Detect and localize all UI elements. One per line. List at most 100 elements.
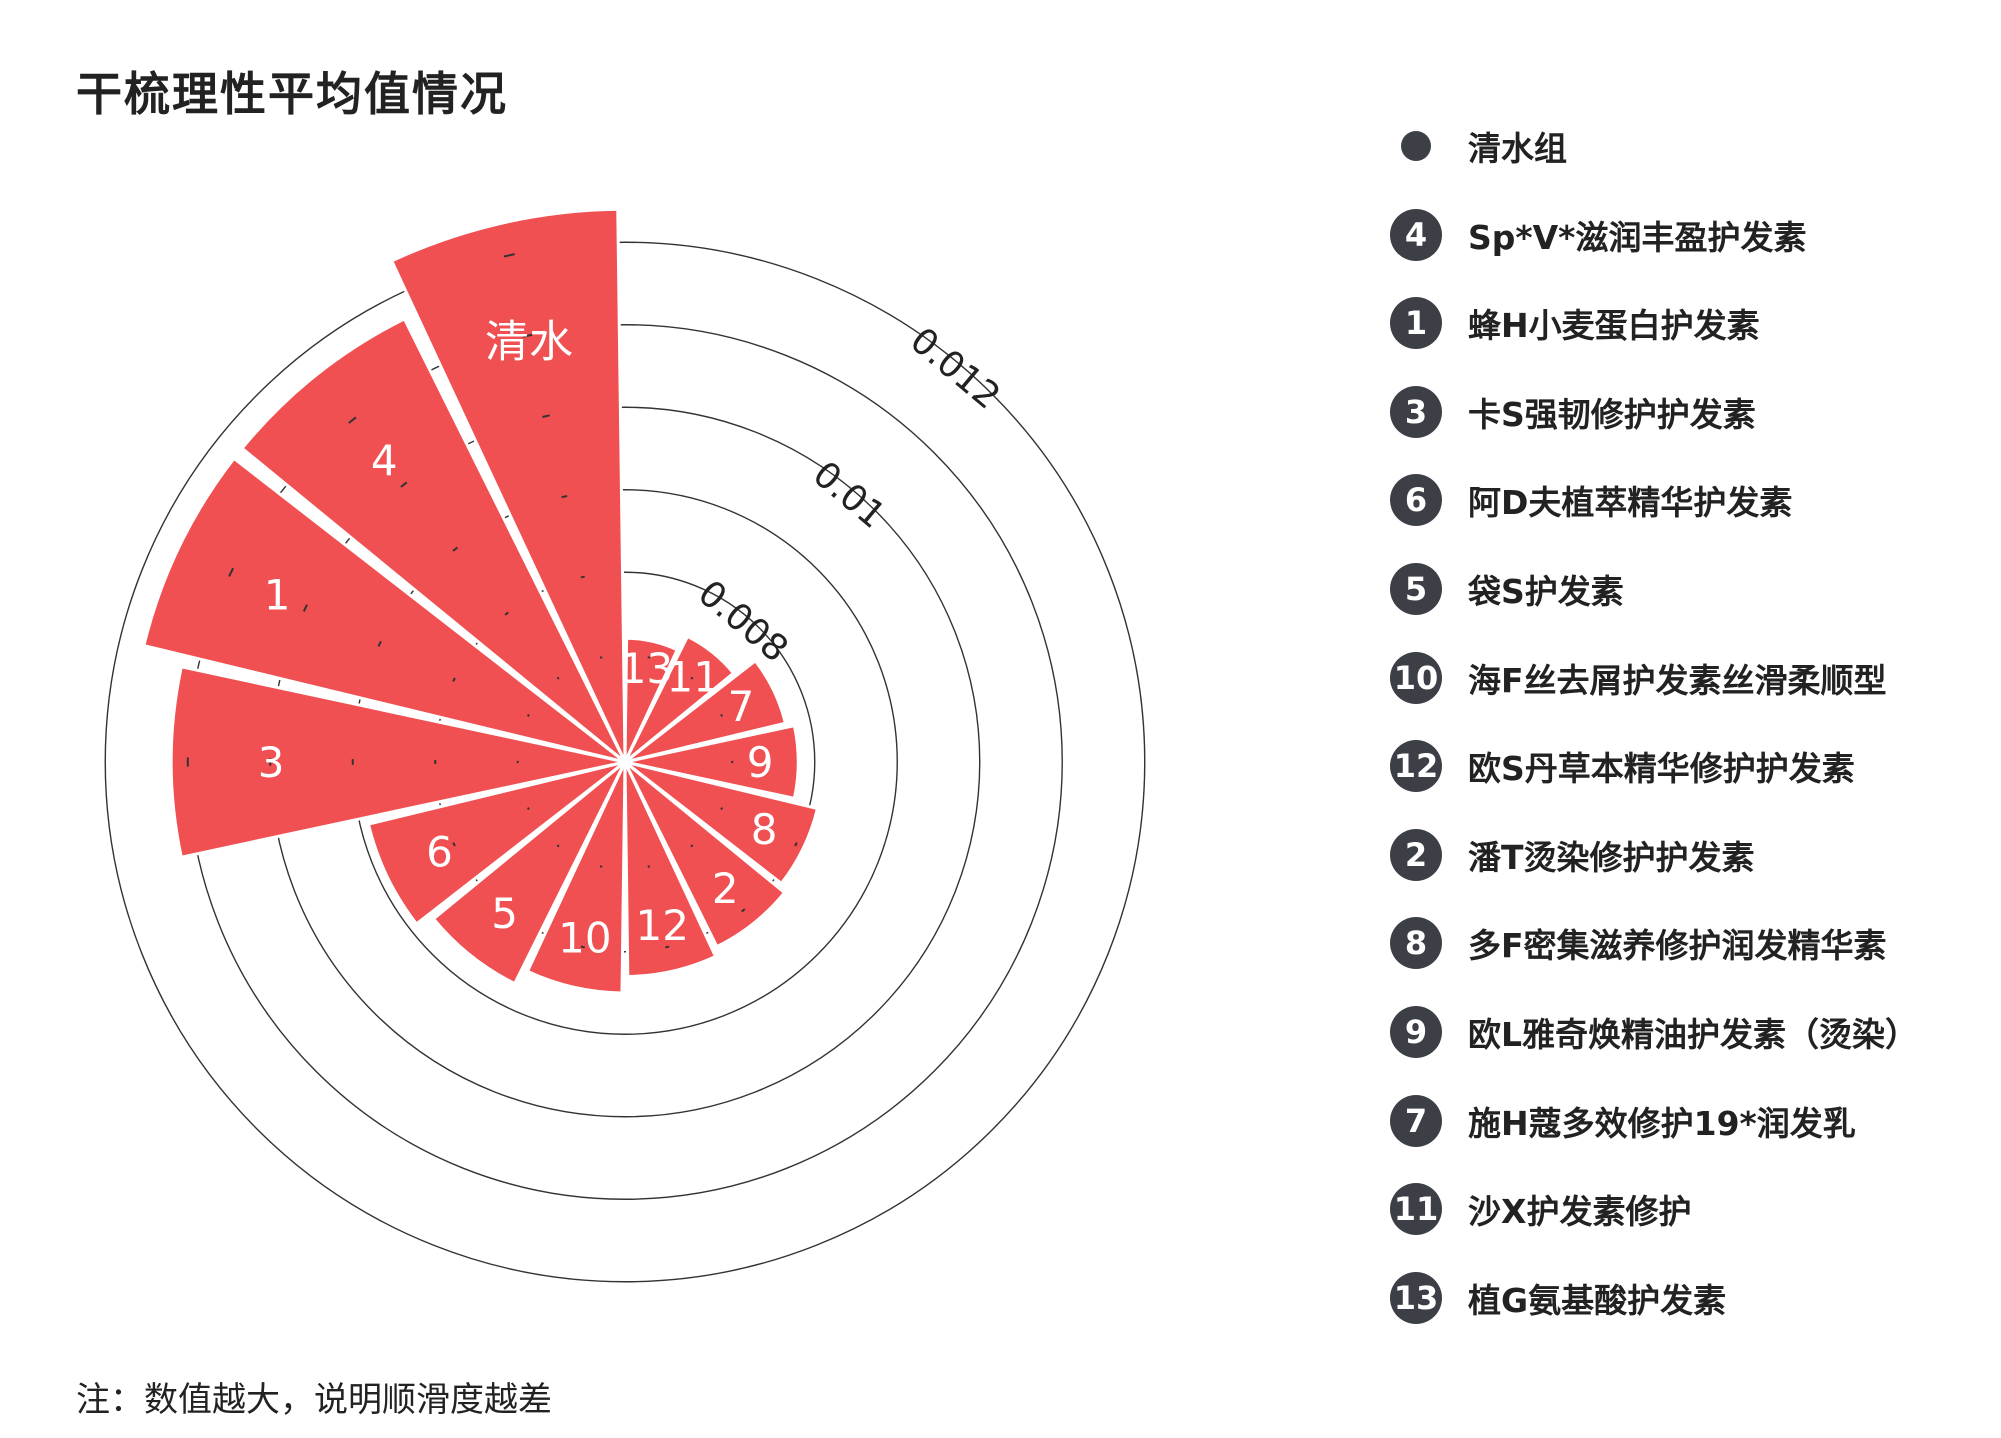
legend-label: 施H蔻多效修护19*润发乳 bbox=[1468, 1103, 1856, 1143]
grid-ring-5 bbox=[104, 241, 1146, 1283]
bar-tick bbox=[348, 416, 357, 424]
legend-marker: 10 bbox=[1390, 651, 1442, 704]
legend-item: 12 欧S丹草本精华修护护发素 bbox=[1390, 736, 1855, 796]
bar-label: 清水 bbox=[485, 317, 573, 368]
bar-tick bbox=[526, 807, 530, 810]
legend-marker: 2 bbox=[1390, 828, 1442, 881]
legend-item: 8 多F密集滋养修护润发精华素 bbox=[1390, 913, 1887, 973]
legend-label: 潘T烫染修护护发素 bbox=[1468, 837, 1755, 877]
legend-marker: 6 bbox=[1390, 474, 1442, 527]
bar-label: 6 bbox=[426, 827, 453, 876]
legend-label: 欧S丹草本精华修护护发素 bbox=[1468, 749, 1855, 789]
bar-tick bbox=[561, 494, 568, 499]
bar-tick bbox=[400, 481, 408, 488]
bar-label: 5 bbox=[491, 889, 518, 938]
legend-item: 10 海F丝去屑护发素丝滑柔顺型 bbox=[1390, 648, 1887, 708]
legend-label: Sp*V*滋润丰盈护发素 bbox=[1468, 217, 1807, 257]
bar-label: 3 bbox=[258, 738, 285, 787]
legend-marker: 7 bbox=[1390, 1094, 1442, 1147]
bar-tick bbox=[228, 567, 234, 577]
legend-item: 11 沙X护发素修护 bbox=[1390, 1179, 1691, 1239]
bar-8 bbox=[624, 760, 820, 886]
legend-marker: 3 bbox=[1390, 385, 1442, 438]
legend-item: 清水组 bbox=[1390, 116, 1567, 176]
footnote: 注：数值越大，说明顺滑度越差 bbox=[76, 1380, 552, 1420]
bar-2 bbox=[623, 760, 787, 949]
bar-13 bbox=[623, 636, 680, 763]
bar-label: 13 bbox=[620, 644, 673, 693]
radial-tick-label: 0.01 bbox=[805, 454, 893, 537]
legend-item: 5 袋S护发素 bbox=[1390, 559, 1624, 619]
bar-6 bbox=[366, 760, 626, 926]
radial-tick-label: 0.012 bbox=[902, 320, 1007, 418]
bar-tick bbox=[741, 908, 746, 913]
legend-marker: 13 bbox=[1390, 1271, 1442, 1324]
bar-7 bbox=[624, 658, 788, 764]
bar-10 bbox=[525, 761, 627, 995]
bar-11 bbox=[623, 634, 736, 764]
bar-tick bbox=[580, 945, 585, 949]
bar-tick bbox=[794, 842, 798, 847]
legend-marker bbox=[1401, 131, 1431, 161]
bar-label: 10 bbox=[558, 914, 611, 963]
bar-tick bbox=[452, 842, 456, 847]
bar-label: 9 bbox=[747, 738, 774, 787]
bar-tick bbox=[720, 714, 724, 717]
bar-tick bbox=[377, 640, 382, 647]
bar-tick bbox=[690, 676, 694, 680]
bar-tick bbox=[542, 414, 550, 418]
legend-item: 4 Sp*V*滋润丰盈护发素 bbox=[1390, 205, 1806, 265]
bar-label: 2 bbox=[712, 864, 739, 913]
legend-marker: 5 bbox=[1390, 563, 1442, 615]
legend-item: 9 欧L雅奇焕精油护发素（烫染） bbox=[1390, 1002, 1918, 1062]
bar-tick bbox=[504, 908, 509, 913]
legend-label: 欧L雅奇焕精油护发素（烫染） bbox=[1468, 1015, 1919, 1054]
bar-tick bbox=[580, 575, 585, 579]
legend-item: 13 植G氨基酸护发素 bbox=[1390, 1268, 1726, 1328]
bar-tick bbox=[690, 844, 694, 848]
bar-tick bbox=[452, 546, 459, 552]
bar-tick bbox=[526, 714, 530, 717]
bar-label: 7 bbox=[728, 682, 755, 731]
bar-tick bbox=[503, 253, 515, 258]
legend-item: 7 施H蔻多效修护19*润发乳 bbox=[1390, 1091, 1856, 1151]
legend-marker: 12 bbox=[1390, 740, 1442, 793]
bar-tick bbox=[720, 807, 724, 810]
bar-3 bbox=[169, 665, 626, 859]
bar-tick bbox=[523, 333, 533, 338]
legend-label: 植G氨基酸护发素 bbox=[1468, 1280, 1727, 1320]
legend-marker: 9 bbox=[1390, 1006, 1442, 1058]
legend-label: 阿D夫植萃精华护发素 bbox=[1468, 483, 1793, 523]
legend-marker: 11 bbox=[1390, 1183, 1442, 1236]
legend-marker: 1 bbox=[1390, 297, 1442, 350]
bar-清水 bbox=[389, 207, 627, 763]
legend-item: 3 卡S强韧修护护发素 bbox=[1390, 382, 1756, 442]
bar-label: 11 bbox=[666, 652, 719, 701]
chart-title: 干梳理性平均值情况 bbox=[76, 67, 508, 121]
bar-4 bbox=[239, 316, 627, 764]
legend-label: 清水组 bbox=[1468, 129, 1567, 168]
legend-item: 2 潘T烫染修护护发素 bbox=[1390, 825, 1755, 885]
legend-item: 6 阿D夫植萃精华护发素 bbox=[1390, 470, 1792, 530]
legend-marker: 8 bbox=[1390, 917, 1442, 970]
bar-tick bbox=[556, 844, 560, 848]
bar-tick bbox=[302, 604, 308, 612]
bar-tick bbox=[556, 676, 560, 680]
bar-layer bbox=[142, 207, 820, 995]
legend-marker: 4 bbox=[1390, 208, 1442, 261]
bar-12 bbox=[623, 761, 718, 979]
bar-label: 8 bbox=[751, 805, 778, 854]
bar-5 bbox=[431, 760, 627, 986]
legend-label: 沙X护发素修护 bbox=[1468, 1192, 1692, 1232]
legend-label: 卡S强韧修护护发素 bbox=[1468, 394, 1756, 434]
bar-tick bbox=[504, 611, 509, 616]
bar-label: 12 bbox=[636, 901, 689, 950]
legend-label: 多F密集滋养修护润发精华素 bbox=[1468, 926, 1887, 966]
legend-label: 袋S护发素 bbox=[1468, 572, 1624, 611]
bar-tick bbox=[452, 677, 456, 682]
bar-label: 4 bbox=[371, 436, 398, 485]
legend-item: 1 蜂H小麦蛋白护发素 bbox=[1390, 293, 1760, 353]
bar-label: 1 bbox=[264, 570, 291, 619]
legend-label: 蜂H小麦蛋白护发素 bbox=[1468, 306, 1760, 346]
